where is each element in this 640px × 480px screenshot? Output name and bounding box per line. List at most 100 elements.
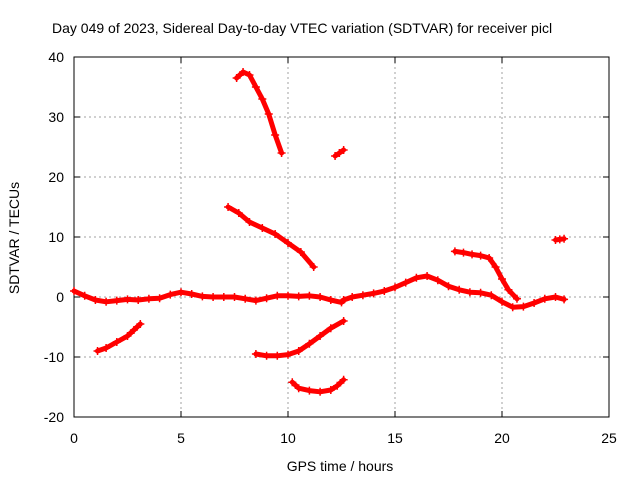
data-point (519, 302, 528, 311)
data-point (333, 381, 342, 390)
data-point (485, 254, 494, 262)
data-point (166, 290, 175, 299)
data-point (144, 294, 153, 303)
data-point (112, 338, 121, 346)
data-point (234, 209, 243, 217)
data-point (326, 324, 335, 333)
chart-title: Day 049 of 2023, Sidereal Day-to-day VTE… (52, 20, 552, 36)
data-point (136, 320, 145, 328)
data-point (326, 296, 335, 304)
data-point (512, 294, 521, 303)
data-point (444, 282, 453, 291)
data-point (123, 295, 132, 304)
series-arc-morning-low (93, 320, 145, 355)
data-point (476, 288, 485, 297)
y-tick-label: -10 (44, 349, 64, 365)
data-point (335, 149, 344, 157)
data-point (258, 224, 267, 232)
data-point (288, 378, 297, 387)
data-point (123, 332, 132, 340)
series-line (225, 204, 317, 270)
data-point (230, 293, 239, 301)
data-point (339, 375, 348, 384)
data-point (232, 74, 241, 82)
data-point (348, 293, 357, 301)
data-point (433, 276, 442, 285)
series-arc-evening-high (450, 247, 521, 303)
data-point (331, 152, 340, 160)
data-point (450, 247, 459, 256)
y-axis-label: SDTVAR / TECUs (6, 182, 22, 294)
data-point (316, 293, 325, 301)
data-point (294, 347, 303, 355)
data-point (358, 291, 367, 300)
data-point (245, 71, 254, 79)
data-point (391, 283, 399, 292)
x-tick-label: 5 (177, 430, 185, 446)
data-point (273, 291, 282, 300)
data-point (423, 272, 432, 280)
data-point (219, 293, 228, 301)
x-axis-label: GPS time / hours (287, 458, 394, 474)
data-point (273, 351, 282, 360)
data-point (262, 351, 271, 360)
data-point (239, 68, 248, 76)
data-point (284, 239, 292, 247)
data-point (251, 296, 260, 305)
y-tick-label: 20 (48, 169, 64, 185)
series-arc-peak (232, 68, 286, 157)
data-point (102, 297, 111, 306)
y-tick-label: 40 (48, 49, 64, 65)
data-point (491, 263, 500, 271)
data-point (209, 293, 218, 301)
data-point (316, 332, 325, 340)
data-point (93, 347, 102, 355)
data-point (187, 290, 196, 298)
data-point (112, 296, 121, 305)
data-point (241, 294, 250, 303)
data-point (560, 295, 569, 304)
series-line (341, 273, 567, 310)
data-point (369, 289, 378, 298)
data-point (339, 317, 348, 325)
series-line (234, 69, 285, 156)
data-point (498, 297, 506, 306)
x-tick-label: 20 (494, 430, 510, 446)
data-point (264, 110, 273, 118)
data-point (224, 203, 233, 211)
data-point (198, 292, 207, 301)
data-point (296, 248, 305, 256)
data-point (251, 350, 260, 358)
data-point (251, 83, 260, 91)
data-point (560, 234, 569, 243)
data-point (70, 287, 78, 295)
data-point (476, 251, 485, 260)
data-point (258, 95, 267, 103)
data-point (326, 386, 335, 394)
data-point (102, 344, 111, 352)
x-tick-label: 15 (387, 430, 403, 446)
data-point (540, 294, 549, 303)
data-point (401, 278, 410, 287)
x-tick-label: 10 (280, 430, 296, 446)
data-point (316, 387, 325, 396)
data-point (155, 294, 164, 303)
data-point (305, 339, 314, 348)
data-point (284, 350, 292, 359)
data-point (284, 291, 292, 300)
series-arc-midday-low (251, 317, 348, 360)
series-arc-short-high (331, 146, 348, 160)
data-point (530, 299, 539, 307)
series-arc-main (70, 287, 346, 307)
data-point (129, 326, 138, 334)
data-point (277, 149, 286, 157)
data-series (70, 68, 569, 396)
y-tick-label: 30 (48, 109, 64, 125)
y-tick-label: 0 (56, 289, 64, 305)
data-point (487, 291, 496, 300)
data-point (504, 285, 513, 294)
data-point (294, 292, 303, 301)
data-point (339, 296, 348, 304)
data-point (305, 291, 314, 300)
